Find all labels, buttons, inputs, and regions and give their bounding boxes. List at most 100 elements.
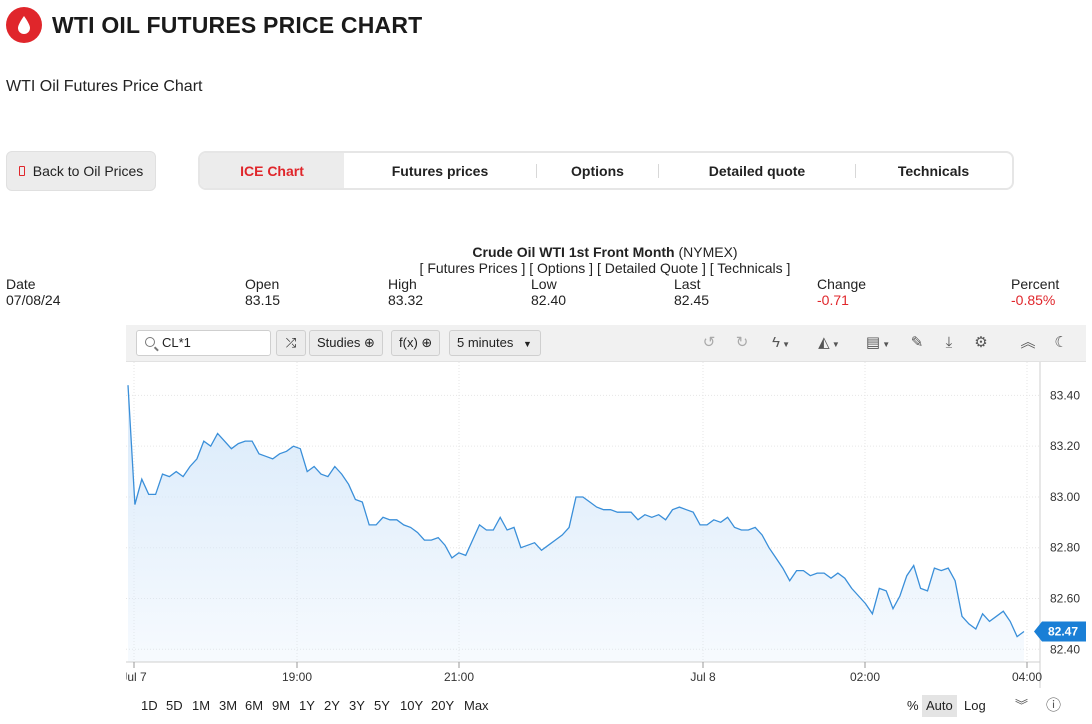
draw-icon[interactable]: ✎ (910, 334, 924, 351)
interval-value: 5 minutes (457, 335, 514, 350)
night-mode-icon[interactable]: ☾ (1054, 334, 1068, 351)
undo-icon[interactable]: ↺ (702, 334, 716, 351)
stat-value: 82.40 (531, 292, 567, 308)
stat-value: 07/08/24 (6, 292, 61, 308)
stat-label: Last (674, 276, 701, 292)
last-price-marker: 82.47 (1034, 621, 1086, 642)
collapse-icon[interactable]: ︽ (1020, 334, 1036, 351)
x-tick-label: 21:00 (444, 670, 474, 684)
stat-change: Change -0.71 (817, 276, 866, 308)
range-max[interactable]: Max (464, 698, 489, 713)
chart-tabs: ICE Chart Futures prices Options Detaile… (198, 151, 1014, 190)
compare-button[interactable]: ⤮ (276, 330, 306, 356)
tab-ice-chart[interactable]: ICE Chart (200, 153, 344, 188)
symbol-input[interactable]: CL*1 (136, 330, 271, 356)
range-2y[interactable]: 2Y (324, 698, 340, 713)
interval-select[interactable]: 5 minutes ▼ (449, 330, 541, 356)
stat-value: -0.71 (817, 292, 849, 308)
last-price-label: 82.47 (1048, 625, 1078, 639)
quote-links[interactable]: [ Futures Prices ] [ Options ] [ Detaile… (419, 260, 791, 276)
tab-technicals[interactable]: Technicals (897, 162, 970, 179)
back-icon (18, 166, 25, 176)
y-tick-label: 82.80 (1050, 541, 1080, 555)
tab-options[interactable]: Options (571, 162, 624, 179)
y-tick-label: 82.60 (1050, 592, 1080, 606)
back-button-label: Back to Oil Prices (32, 163, 144, 179)
stat-date: Date 07/08/24 (6, 276, 61, 308)
studies-button[interactable]: Studies ⊕ (309, 330, 383, 356)
y-tick-label: 83.40 (1050, 388, 1080, 402)
tab-detailed-quote[interactable]: Detailed quote (708, 162, 806, 179)
plus-circle-icon: ⊕ (421, 335, 433, 350)
range-10y[interactable]: 10Y (400, 698, 424, 713)
stat-low: Low 82.40 (531, 276, 566, 308)
price-area (128, 385, 1024, 662)
functions-button[interactable]: f(x) ⊕ (391, 330, 441, 356)
y-axis-ticks: 83.40 83.20 83.00 82.80 82.60 82.40 (1050, 388, 1080, 656)
range-1d[interactable]: 1D (141, 698, 158, 713)
range-1y[interactable]: 1Y (299, 698, 315, 713)
instrument-name: Crude Oil WTI 1st Front Month (472, 244, 675, 260)
last-price-badge (1034, 621, 1086, 642)
price-chart[interactable]: 83.40 83.20 83.00 82.80 82.60 82.40 Jul 7 19:0… (121, 362, 1086, 688)
range-5y[interactable]: 5Y (374, 698, 390, 713)
download-icon[interactable]: ⤓ (945, 334, 953, 351)
lightning-icon[interactable]: ϟ ▼ (771, 334, 791, 351)
studies-label: Studies (317, 335, 361, 350)
range-9m[interactable]: 9M (272, 698, 291, 713)
range-bar: 1D 5D 1M 3M 6M 9M 1Y 2Y 3Y 5Y 10Y 20Y Max % Auto Log… (126, 690, 1092, 722)
chart-type-icon[interactable]: ◭ ▼ (818, 334, 840, 351)
tab-futures-prices[interactable]: Futures prices (391, 162, 489, 179)
stat-value: -0.85% (1011, 292, 1056, 308)
range-6m[interactable]: 6M (245, 698, 264, 713)
range-3y[interactable]: 3Y (349, 698, 365, 713)
symbol-value: CL*1 (162, 335, 191, 350)
drop-icon (6, 7, 42, 43)
log-scale-toggle[interactable]: Log (964, 698, 986, 713)
stat-label: Change (817, 276, 867, 292)
range-3m[interactable]: 3M (219, 698, 238, 713)
y-tick-label: 83.00 (1050, 490, 1080, 504)
plus-circle-icon: ⊕ (364, 335, 375, 350)
x-tick-label: 04:00 (1012, 670, 1042, 684)
stat-open: Open 83.15 (245, 276, 280, 308)
range-1m[interactable]: 1M (192, 698, 211, 713)
page-title: WTI OIL FUTURES PRICE CHART (52, 11, 423, 38)
page-header: WTI OIL FUTURES PRICE CHART (6, 6, 422, 44)
search-icon (145, 337, 155, 347)
x-tick-label: Jul 8 (690, 670, 716, 684)
stat-label: Low (531, 276, 557, 292)
template-icon[interactable]: ▤ ▼ (865, 334, 891, 351)
settings-icon[interactable]: ⚙ (974, 334, 988, 351)
stat-label: High (388, 276, 417, 292)
back-to-oil-prices-button[interactable]: Back to Oil Prices (6, 151, 156, 191)
stat-high: High 83.32 (388, 276, 423, 308)
exchange-name: (NYMEX) (678, 244, 738, 260)
stat-value: 83.15 (245, 292, 281, 308)
stat-label: Open (245, 276, 280, 292)
price-line (127, 385, 1025, 638)
stat-last: Last 82.45 (674, 276, 709, 308)
stat-percent: Percent -0.85% (1011, 276, 1059, 308)
compare-icon: ⤮ (285, 335, 297, 350)
chart-toolbar: CL*1 ⤮ Studies ⊕ f(x) ⊕ 5 minutes ▼ ↺ ↻ … (126, 325, 1086, 362)
y-tick-label: 83.20 (1050, 439, 1080, 453)
x-tick-label: 02:00 (850, 670, 880, 684)
y-tick-label: 82.40 (1050, 642, 1080, 656)
stat-value: 82.45 (674, 292, 710, 308)
chart-svg[interactable]: 83.40 83.20 83.00 82.80 82.60 82.40 Jul 7 19:0… (121, 362, 1086, 688)
range-5d[interactable]: 5D (166, 698, 183, 713)
chevrons-down-icon[interactable]: ︾ (1015, 698, 1029, 713)
tab-divider (658, 163, 659, 178)
x-tick-label: Jul 7 (126, 670, 147, 684)
auto-scale-toggle[interactable]: Auto (922, 695, 957, 717)
chevron-down-icon: ▼ (523, 339, 532, 349)
stat-label: Date (6, 276, 36, 292)
help-icon[interactable]: ⓘ (1046, 697, 1062, 714)
range-20y[interactable]: 20Y (431, 698, 455, 713)
redo-icon[interactable]: ↻ (735, 334, 749, 351)
tab-divider (536, 163, 537, 178)
percent-toggle[interactable]: % (907, 698, 919, 713)
tab-divider (855, 163, 856, 178)
page-subtitle: WTI Oil Futures Price Chart (6, 78, 203, 95)
